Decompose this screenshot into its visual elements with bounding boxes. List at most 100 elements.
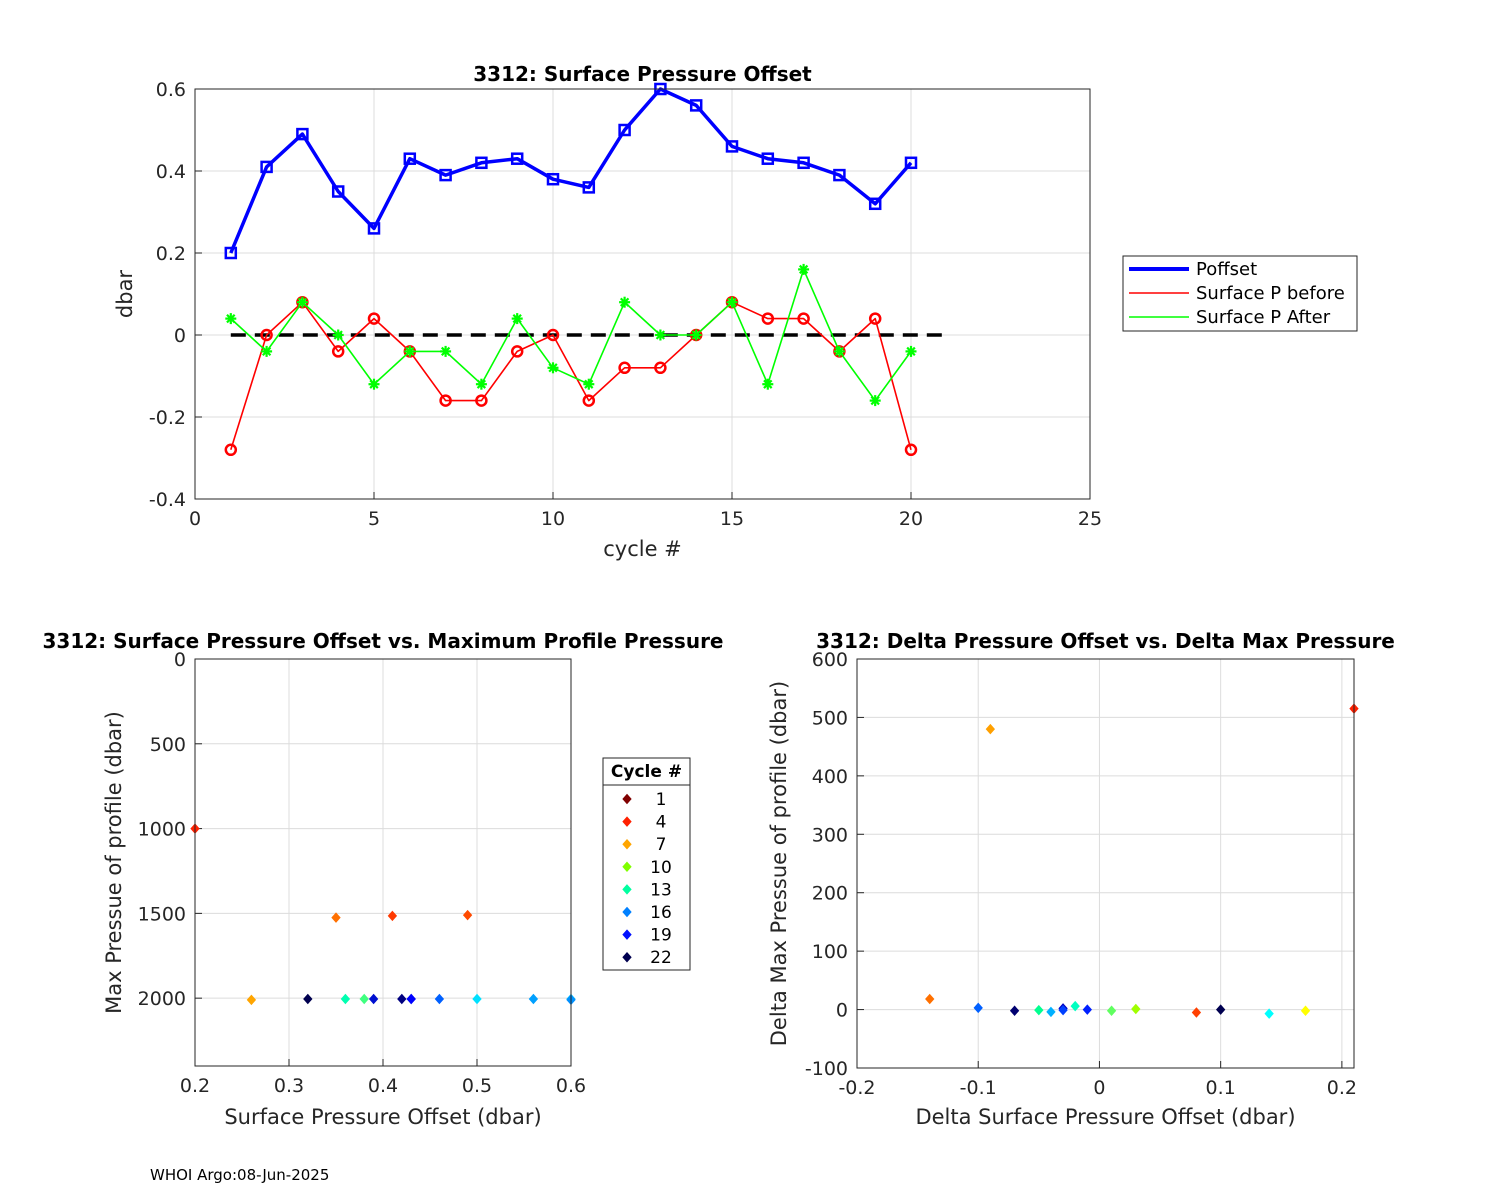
scatter-point — [246, 994, 257, 1006]
surface-p-after-point — [905, 345, 917, 357]
poffset-point — [904, 156, 918, 170]
poffset-point — [725, 140, 739, 153]
y-tick-label: 0.6 — [156, 79, 186, 101]
y-tick-label: 2000 — [138, 988, 186, 1010]
y-tick-label: 600 — [812, 649, 848, 671]
chart-title: 3312: Surface Pressure Offset — [473, 62, 812, 86]
poffset-point — [689, 99, 703, 112]
x-axis-label: Delta Surface Pressure Offset (dbar) — [915, 1105, 1295, 1129]
surface-p-before-point — [618, 361, 631, 375]
surface-p-before-point — [367, 312, 381, 325]
scatter-point — [1009, 1005, 1020, 1016]
scatter-point — [1106, 1005, 1117, 1016]
legend-label: Poffset — [1196, 259, 1257, 280]
surface-p-before-point — [868, 312, 882, 325]
surface-p-before-point — [224, 443, 238, 457]
cycle-legend-label: 4 — [656, 813, 667, 833]
x-tick-label: 5 — [368, 508, 380, 530]
legend-label: Surface P before — [1196, 283, 1345, 304]
scatter-point — [1070, 1000, 1080, 1012]
x-tick-label: 25 — [1078, 508, 1102, 530]
surface-p-after-point — [368, 378, 380, 390]
poffset-point — [868, 197, 882, 211]
y-tick-label: -100 — [805, 1058, 848, 1080]
scatter-point — [973, 1002, 983, 1014]
poffset-point — [475, 156, 488, 170]
x-tick-label: 0.2 — [180, 1075, 210, 1097]
footer-timestamp: WHOI Argo:08-Jun-2025 — [150, 1166, 330, 1184]
scatter-point — [1264, 1008, 1274, 1019]
x-tick-label: 0.3 — [274, 1075, 304, 1097]
surface-p-after-point — [261, 345, 273, 357]
cycle-legend-marker — [622, 816, 632, 827]
scatter-point — [985, 723, 996, 735]
surface-p-before-point — [260, 328, 273, 342]
y-tick-label: 0.2 — [156, 243, 186, 265]
x-axis-label: Surface Pressure Offset (dbar) — [224, 1105, 541, 1129]
poffset-point — [618, 123, 631, 137]
scatter-point — [359, 993, 369, 1005]
legend-label: Surface P After — [1196, 307, 1331, 328]
y-tick-label: 0 — [174, 325, 186, 347]
surface-p-before-point — [797, 312, 810, 325]
y-tick-label: 1000 — [138, 819, 186, 841]
surface-p-before-point — [904, 443, 918, 457]
cycle-legend-label: 7 — [656, 835, 667, 855]
cycle-legend-label: 13 — [650, 880, 672, 900]
poffset-point — [296, 127, 309, 141]
surface-p-before-point — [475, 394, 488, 407]
poffset-point — [510, 152, 524, 165]
plot-area-3 — [857, 659, 1354, 1068]
scatter-point — [340, 993, 351, 1005]
poffset-point — [260, 160, 273, 174]
scatter-point — [331, 912, 341, 923]
poffset-point — [797, 156, 810, 170]
plot-frame-3 — [856, 658, 1355, 1069]
surface-p-after-point — [619, 296, 631, 308]
scatter-point — [1191, 1007, 1202, 1018]
poffset-point — [367, 222, 381, 235]
surface-p-after-point — [511, 313, 523, 325]
y-tick-label: 0 — [174, 649, 186, 671]
y-tick-label: 300 — [812, 824, 848, 846]
x-tick-label: 10 — [541, 508, 565, 530]
y-axis-label: Max Pressue of profile (dbar) — [102, 711, 126, 1014]
cycle-legend-label: 22 — [650, 948, 672, 968]
plot-frame-2 — [194, 658, 572, 1067]
surface-p-after-point — [762, 378, 774, 390]
x-tick-label: 0.2 — [1327, 1077, 1357, 1099]
scatter-point — [1131, 1003, 1141, 1015]
cycle-legend-label: 10 — [650, 858, 672, 878]
cycle-legend-title: Cycle # — [611, 762, 682, 782]
poffset-point — [403, 152, 417, 165]
x-tick-label: -0.1 — [960, 1077, 997, 1099]
y-tick-label: -0.4 — [149, 489, 186, 511]
surface-p-after-point — [690, 329, 702, 341]
surface-p-before-point — [654, 361, 667, 375]
y-tick-label: 1500 — [138, 903, 186, 925]
scatter-point — [397, 993, 407, 1005]
poffset-point — [761, 152, 775, 165]
poffset-point — [331, 185, 345, 198]
surface-p-after-point — [547, 362, 559, 374]
poffset-point — [833, 168, 846, 182]
surface-p-after-point — [475, 378, 487, 390]
y-tick-label: 400 — [812, 766, 848, 788]
surface-p-after-point — [225, 313, 237, 325]
surface-p-before-point — [331, 345, 345, 358]
surface-p-before-point — [510, 345, 524, 358]
y-tick-label: 100 — [812, 941, 848, 963]
x-tick-label: -0.2 — [838, 1077, 875, 1099]
x-tick-label: 0.1 — [1206, 1077, 1236, 1099]
x-tick-label: 15 — [720, 508, 744, 530]
x-tick-label: 20 — [899, 508, 923, 530]
y-axis-label: dbar — [113, 270, 137, 319]
surface-p-after-point — [404, 345, 416, 357]
x-axis-label: cycle # — [603, 537, 682, 561]
scatter-point — [462, 909, 473, 921]
cycle-legend-marker — [622, 951, 632, 963]
poffset-point — [546, 172, 560, 186]
poffset-point — [582, 181, 596, 194]
scatter-point — [406, 993, 416, 1005]
